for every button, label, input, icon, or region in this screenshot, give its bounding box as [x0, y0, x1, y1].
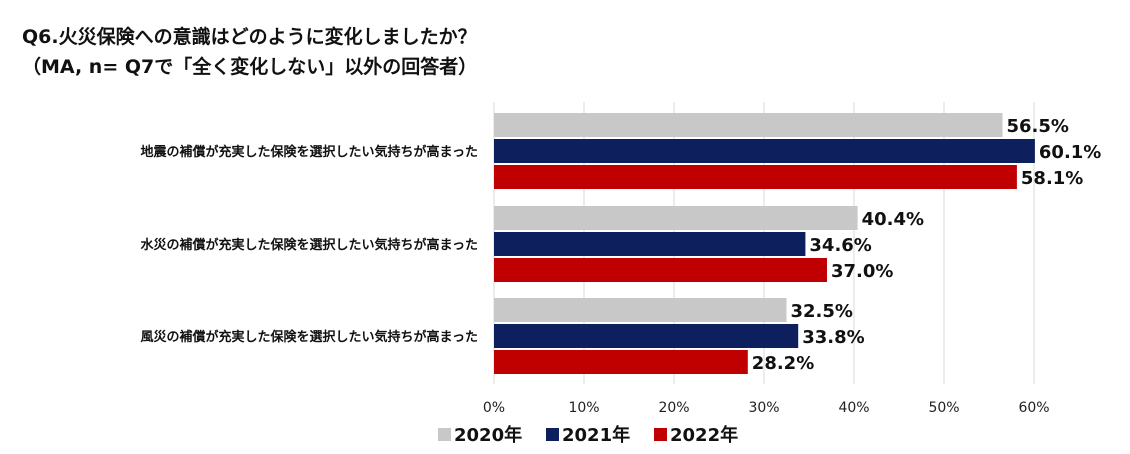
data-label: 32.5% — [791, 301, 853, 322]
bar — [494, 139, 1035, 163]
bar — [494, 113, 1003, 137]
data-label: 40.4% — [862, 209, 924, 230]
x-tick-label: 20% — [658, 400, 689, 416]
legend-entry: 2022年 — [670, 424, 738, 446]
legend-swatch — [438, 428, 451, 441]
data-labels: 56.5% 60.1% 58.1% 40.4% 34.6% 37.0% 32.5% 33.8%… — [752, 116, 1102, 374]
bar — [494, 165, 1017, 189]
data-label: 58.1% — [1021, 168, 1083, 189]
category-label: 風災の補償が充実した保険を選択したい気持ちが高まった — [141, 329, 478, 345]
x-tick-label: 10% — [568, 400, 599, 416]
data-label: 34.6% — [809, 235, 871, 256]
x-tick-label: 0% — [483, 400, 505, 416]
x-tick-label: 40% — [838, 400, 869, 416]
data-label: 28.2% — [752, 353, 814, 374]
bar — [494, 232, 806, 256]
bars — [494, 113, 1035, 374]
x-axis-ticks: 0% 10% 20% 30% 40% 50% 60% — [483, 400, 1050, 416]
data-label: 56.5% — [1007, 116, 1069, 137]
category-label: 地震の補償が充実した保険を選択したい気持ちが高まった — [141, 144, 478, 160]
x-tick-label: 60% — [1018, 400, 1049, 416]
category-label: 水災の補償が充実した保険を選択したい気持ちが高まった — [141, 237, 478, 253]
bar — [494, 206, 858, 230]
bar — [494, 298, 787, 322]
legend-swatch — [654, 428, 667, 441]
category-labels: 地震の補償が充実した保険を選択したい気持ちが高まった水災の補償が充実した保険を選… — [141, 144, 478, 345]
legend-entry: 2020年 — [454, 424, 522, 446]
data-label: 37.0% — [831, 261, 893, 282]
data-label: 60.1% — [1039, 142, 1101, 163]
bar — [494, 258, 827, 282]
x-tick-label: 50% — [928, 400, 959, 416]
legend-swatch — [546, 428, 559, 441]
bar — [494, 324, 799, 348]
legend-entry: 2021年 — [562, 424, 630, 446]
chart-title: Q6.火災保険への意識はどのように変化しましたか？ — [22, 26, 477, 48]
data-label: 33.8% — [802, 327, 864, 348]
chart-subtitle: （MA, n= Q7で「全く変化しない」以外の回答者） — [22, 56, 478, 78]
bar — [494, 350, 748, 374]
legend: 2020年 2021年 2022年 — [438, 424, 738, 446]
x-tick-label: 30% — [748, 400, 779, 416]
